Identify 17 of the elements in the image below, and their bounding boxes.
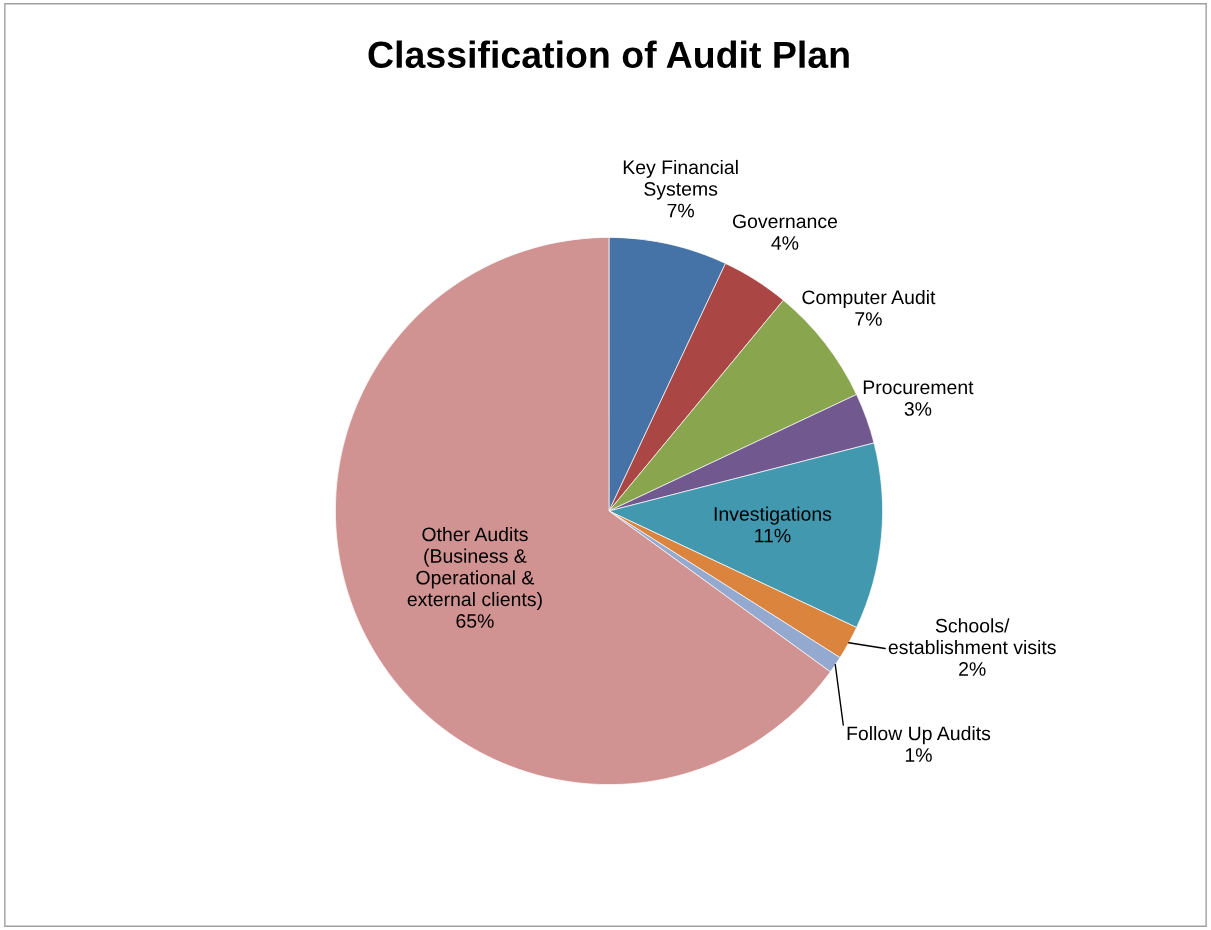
data-label: 2% [959, 662, 986, 676]
slice-label: Schools/ establishment visits [888, 618, 1056, 655]
data-label: 1% [905, 748, 932, 762]
data-label: 11% [755, 528, 791, 543]
chart-title: Classification of Audit Plan [368, 40, 849, 69]
data-label: 65% [456, 614, 494, 628]
slice-label: Computer Audit [802, 289, 936, 309]
slice-label: Investigations [714, 506, 832, 525]
data-label: 7% [855, 312, 882, 326]
data-label: 7% [667, 203, 694, 218]
slice-label: Governance [732, 214, 838, 229]
data-label: 4% [771, 236, 799, 250]
slice-label: Key Financial Systems [623, 159, 738, 200]
data-label: 3% [904, 402, 932, 416]
slice-label: Procurement [863, 380, 974, 395]
slice-label: Other Audits (Business & Operational & external clients) [407, 526, 542, 611]
slice-label: Follow Up Audits [847, 726, 991, 745]
